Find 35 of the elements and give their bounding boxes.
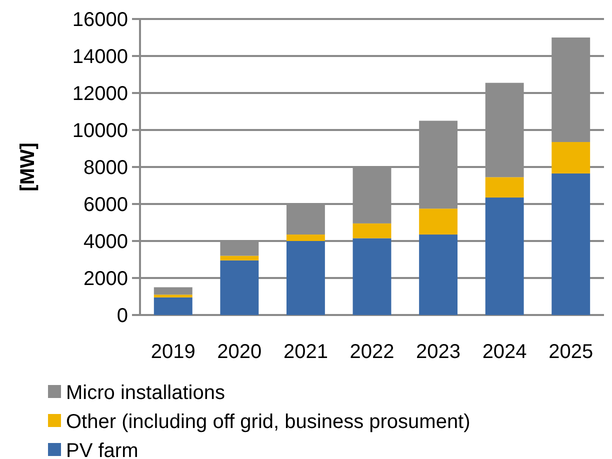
x-tick-label: 2019	[150, 341, 196, 363]
bar	[552, 173, 590, 315]
bar	[552, 142, 590, 174]
bar	[286, 234, 325, 241]
y-tick-label: 8000	[84, 157, 128, 179]
x-tick-label: 2024	[482, 341, 527, 363]
bar	[352, 223, 392, 238]
legend-label: Other (including off grid, business prosument)	[66, 411, 470, 433]
bar	[220, 260, 259, 315]
x-tick-label: 2023	[416, 341, 461, 363]
y-tick-label: 14000	[72, 46, 128, 68]
bar	[485, 177, 524, 198]
bar	[154, 287, 192, 295]
bar	[485, 198, 524, 315]
bar	[352, 238, 392, 315]
x-tick-label: 2025	[548, 341, 594, 363]
bar	[154, 294, 192, 298]
y-axis-title: [MW]	[17, 142, 39, 192]
y-tick-label: 2000	[84, 268, 128, 290]
bar	[220, 256, 259, 260]
y-tick-label: 0	[116, 305, 128, 327]
x-tick-label: 2021	[283, 341, 328, 363]
y-tick-label: 6000	[84, 194, 128, 216]
x-tick-label: 2022	[350, 341, 394, 363]
x-tick-label: 2020	[217, 341, 262, 363]
y-tick-label: 12000	[72, 83, 128, 105]
y-tick-label: 16000	[72, 9, 128, 31]
bar	[419, 208, 458, 235]
legend-label: Micro installations	[66, 382, 225, 404]
bar	[286, 241, 325, 315]
y-tick-label: 4000	[84, 231, 128, 253]
legend-label: PV farm	[66, 440, 138, 459]
bar	[419, 234, 458, 315]
bar	[154, 297, 192, 315]
y-tick-label: 10000	[72, 120, 128, 142]
